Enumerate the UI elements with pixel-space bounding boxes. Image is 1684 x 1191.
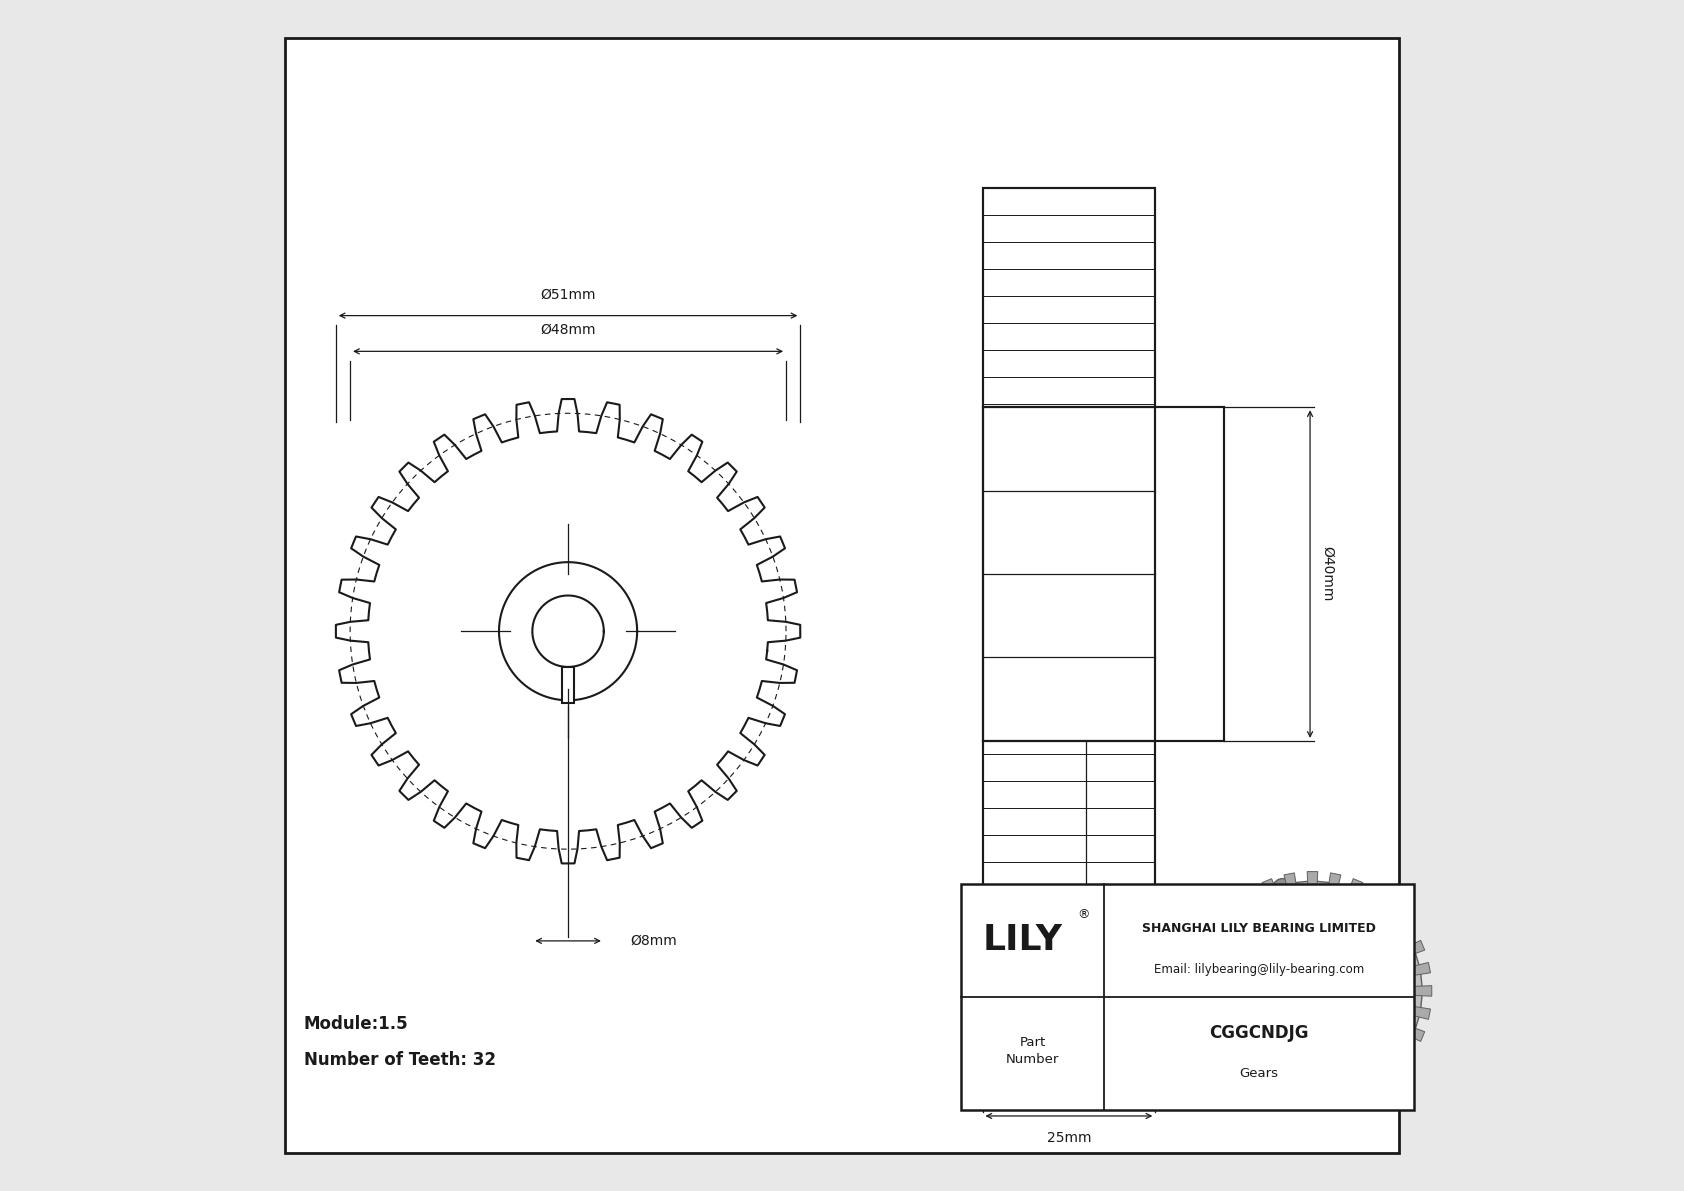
Bar: [962, 884, 1413, 1110]
Polygon shape: [1224, 1056, 1248, 1079]
Text: Ø8mm: Ø8mm: [630, 934, 677, 948]
Polygon shape: [1346, 879, 1362, 904]
Text: Email: lilybearing@lily-bearing.com: Email: lilybearing@lily-bearing.com: [1154, 964, 1364, 977]
Polygon shape: [1327, 1085, 1340, 1109]
Polygon shape: [1224, 903, 1248, 925]
Polygon shape: [1391, 921, 1415, 941]
Circle shape: [1218, 896, 1408, 1086]
Polygon shape: [1201, 941, 1224, 958]
Text: Ø51mm: Ø51mm: [541, 287, 596, 301]
Text: LILY: LILY: [983, 923, 1063, 958]
Bar: [562, 667, 574, 703]
Polygon shape: [1241, 1068, 1263, 1093]
Polygon shape: [1307, 1087, 1317, 1110]
Polygon shape: [1211, 1041, 1234, 1061]
Polygon shape: [1201, 1024, 1224, 1041]
Polygon shape: [1362, 888, 1383, 913]
Polygon shape: [1406, 962, 1430, 977]
Polygon shape: [1261, 879, 1280, 904]
Circle shape: [1202, 881, 1421, 1100]
Bar: [982, 188, 1155, 1050]
Text: Module:1.5: Module:1.5: [303, 1015, 408, 1034]
Polygon shape: [1378, 1056, 1401, 1079]
Bar: [982, 188, 1155, 1050]
Text: 15mm: 15mm: [1012, 1099, 1056, 1114]
Polygon shape: [1211, 921, 1234, 941]
Text: Part
Number: Part Number: [1005, 1036, 1059, 1066]
Text: Ø48mm: Ø48mm: [541, 323, 596, 337]
Polygon shape: [1362, 1068, 1383, 1093]
Text: Number of Teeth: 32: Number of Teeth: 32: [303, 1050, 495, 1070]
Polygon shape: [1327, 873, 1340, 897]
Polygon shape: [1283, 873, 1298, 897]
Polygon shape: [1241, 888, 1263, 913]
Polygon shape: [1378, 903, 1401, 925]
Text: CGGCNDJG: CGGCNDJG: [1209, 1024, 1308, 1042]
Text: 25mm: 25mm: [1047, 1131, 1091, 1146]
Polygon shape: [1399, 941, 1425, 958]
Polygon shape: [1346, 1078, 1362, 1103]
Polygon shape: [1406, 1005, 1430, 1019]
Text: Gears: Gears: [1239, 1067, 1278, 1080]
Polygon shape: [1307, 872, 1317, 894]
Polygon shape: [1410, 986, 1431, 996]
Text: ®: ®: [1078, 908, 1090, 921]
Polygon shape: [1194, 986, 1216, 996]
Polygon shape: [1391, 1041, 1415, 1061]
Polygon shape: [1194, 962, 1219, 977]
Bar: [982, 407, 1224, 741]
Polygon shape: [1194, 1005, 1219, 1019]
Circle shape: [1297, 975, 1327, 1006]
Polygon shape: [1283, 1085, 1298, 1109]
Text: Ø40mm: Ø40mm: [1320, 547, 1335, 601]
Text: SHANGHAI LILY BEARING LIMITED: SHANGHAI LILY BEARING LIMITED: [1142, 923, 1376, 935]
Polygon shape: [1399, 1024, 1425, 1041]
Polygon shape: [1261, 1078, 1280, 1103]
Ellipse shape: [1253, 879, 1312, 1103]
